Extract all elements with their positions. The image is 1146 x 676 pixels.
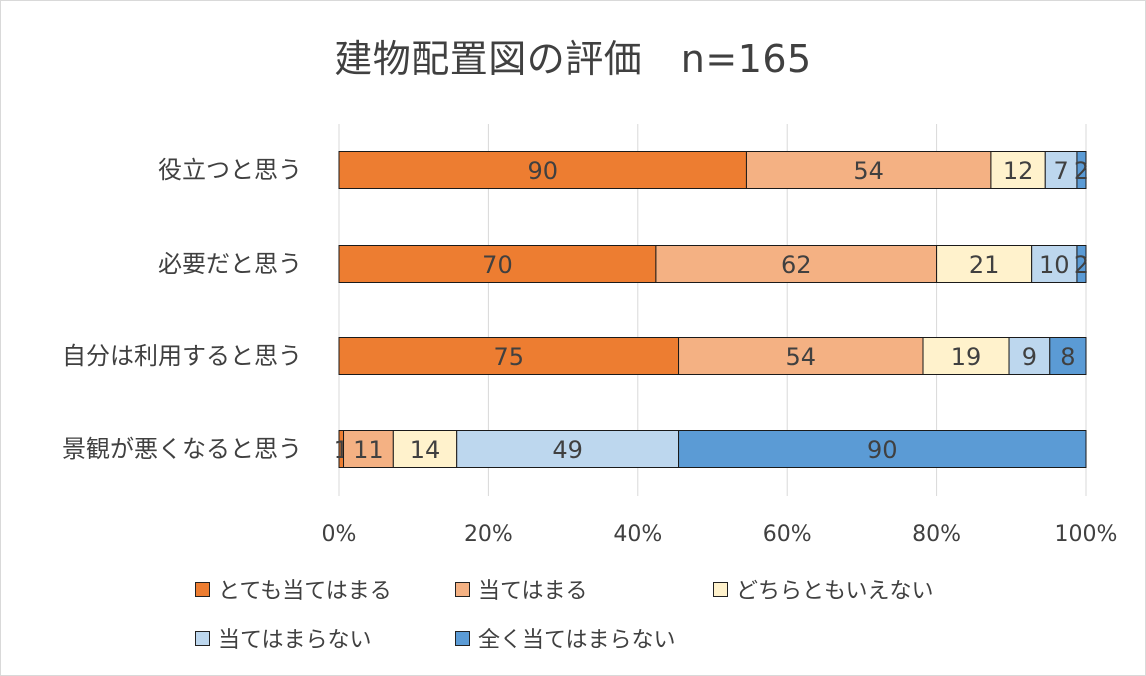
data-label: 54	[786, 343, 817, 371]
bar-segment	[392, 430, 458, 468]
data-label: 2	[1074, 251, 1089, 279]
bar-segment	[990, 151, 1046, 189]
legend-item: とても当てはまる	[195, 573, 392, 605]
bar-segment	[678, 337, 924, 375]
category-label: 景観が悪くなると思う	[62, 435, 302, 463]
bar-segment	[1076, 245, 1087, 283]
legend-label: 当てはまる	[478, 579, 588, 604]
bar-segment	[1049, 337, 1087, 375]
legend-label: とても当てはまる	[218, 579, 392, 604]
bar-segment	[936, 245, 1033, 283]
legend-swatch	[195, 630, 210, 646]
category-label: 役立つと思う	[158, 156, 302, 184]
data-label: 19	[951, 343, 982, 371]
data-label: 90	[867, 436, 898, 464]
data-label: 49	[552, 436, 583, 464]
bar-segment	[655, 245, 938, 283]
x-tick-label: 0%	[322, 522, 357, 547]
bar-segment	[343, 430, 394, 468]
category-label: 必要だと思う	[158, 250, 302, 278]
data-label: 21	[969, 251, 1000, 279]
data-label: 54	[853, 157, 884, 185]
legend-item: 全く当てはまらない	[455, 622, 676, 654]
legend-item: 当てはまらない	[195, 622, 372, 654]
legend-swatch	[195, 581, 210, 597]
bar-segment	[1044, 151, 1078, 189]
data-label: 8	[1060, 343, 1075, 371]
legend-item: 当てはまる	[455, 573, 588, 605]
bar-segment	[1008, 337, 1051, 375]
legend-label: 当てはまらない	[218, 628, 372, 653]
bar-segment	[338, 245, 657, 283]
data-label: 12	[1003, 157, 1034, 185]
x-tick-label: 100%	[1055, 522, 1118, 547]
legend-label: どちらともいえない	[736, 579, 934, 604]
data-label: 62	[781, 251, 812, 279]
legend-item: どちらともいえない	[713, 573, 934, 605]
legend-swatch	[713, 581, 728, 597]
chart-title: 建物配置図の評価 n=165	[334, 37, 812, 81]
data-label: 70	[482, 251, 513, 279]
bar-segment	[678, 430, 1087, 468]
bar-segment	[745, 151, 992, 189]
x-tick-label: 80%	[912, 522, 961, 547]
data-label: 75	[493, 343, 524, 371]
data-label: 90	[527, 157, 558, 185]
data-label: 11	[353, 436, 384, 464]
legend-label: 全く当てはまらない	[478, 628, 676, 653]
data-label: 10	[1039, 251, 1070, 279]
bar-segment	[456, 430, 680, 468]
category-label: 自分は利用すると思う	[62, 342, 302, 370]
x-tick-label: 60%	[763, 522, 812, 547]
bar-segment	[1031, 245, 1078, 283]
legend-swatch	[455, 581, 470, 597]
data-label: 7	[1053, 157, 1068, 185]
data-label: 2	[1074, 157, 1089, 185]
data-label: 14	[410, 436, 441, 464]
legend-swatch	[455, 630, 470, 646]
data-label: 9	[1022, 343, 1037, 371]
x-tick-label: 40%	[613, 522, 662, 547]
x-tick-label: 20%	[464, 522, 513, 547]
bar-segment	[1076, 151, 1087, 189]
bar-segment	[338, 337, 680, 375]
